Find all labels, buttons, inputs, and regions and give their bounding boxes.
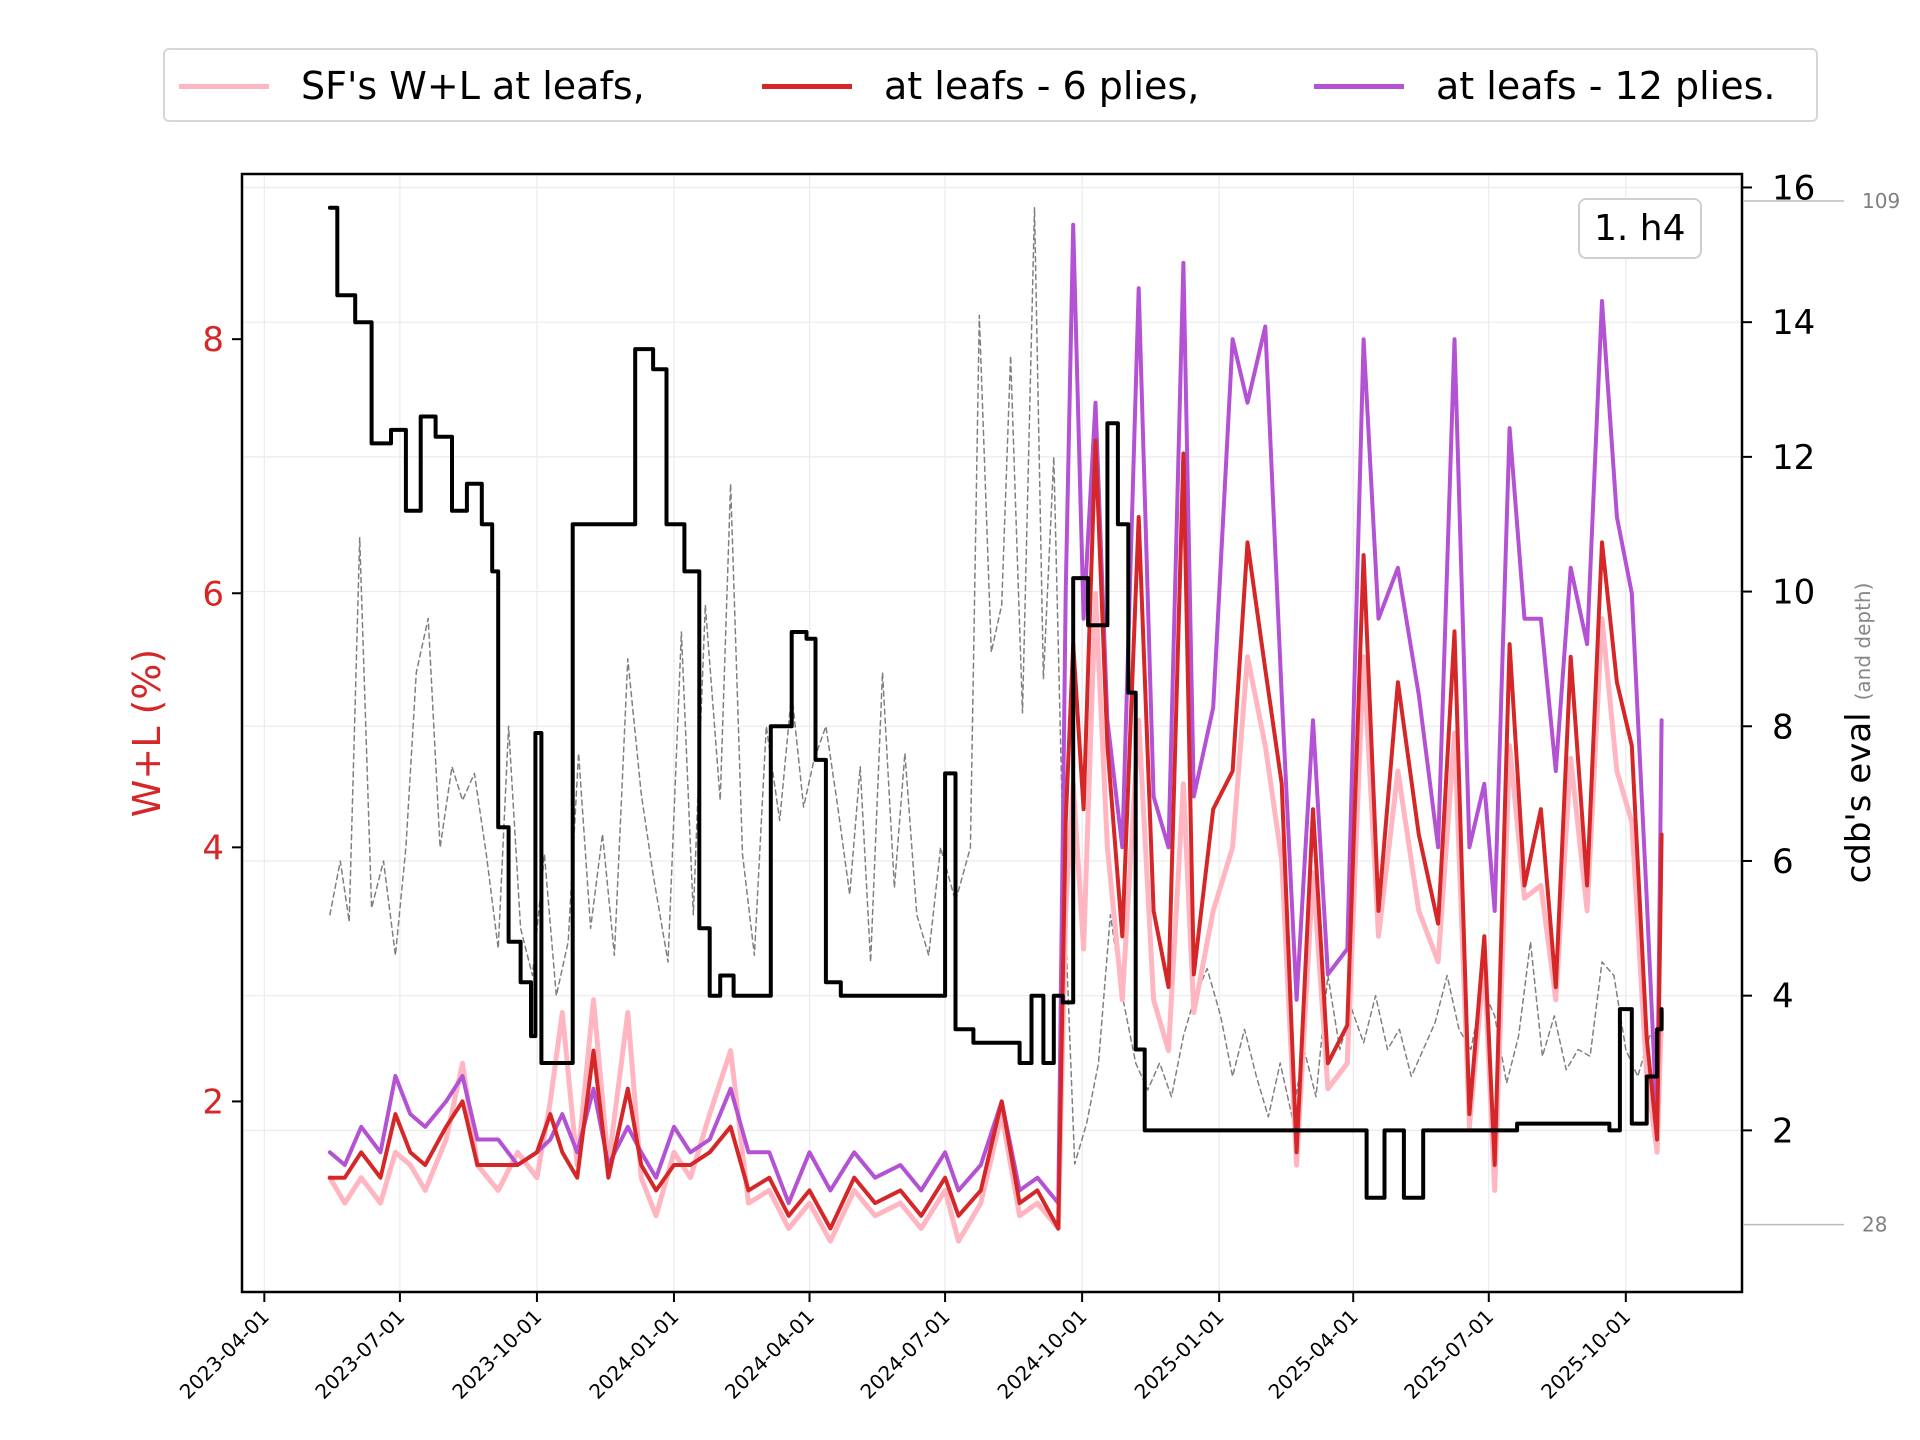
x-tick-label: 2025-04-01 [1264, 1305, 1363, 1404]
legend-swatch-12-plies [1314, 83, 1404, 89]
legend-item-6-plies: at leafs - 6 plies, [762, 64, 1200, 108]
right-y-tick-label: 16 [1772, 168, 1815, 208]
x-tick-label: 2025-10-01 [1536, 1305, 1635, 1404]
x-tick-label: 2024-01-01 [584, 1305, 683, 1404]
plot-frame [240, 172, 1744, 1294]
x-tick-label: 2023-10-01 [447, 1305, 546, 1404]
right-y-axis-label-suffix: (and depth) [1851, 583, 1875, 701]
legend-swatch-sf [179, 83, 269, 89]
series-cdb-eval [327, 205, 1664, 1200]
left-y-tick-label: 8 [202, 320, 224, 360]
right-y-tick-label: 10 [1772, 573, 1815, 613]
series-6-plies [327, 438, 1664, 1231]
left-y-axis-label: W+L (%) [125, 649, 169, 817]
left-y-axis: 2 4 6 8 [202, 320, 242, 1122]
series-12-plies [327, 222, 1664, 1206]
right-y-axis: 2 4 6 8 10 12 14 16 109 28 [1742, 168, 1900, 1237]
legend-swatch-6-plies [762, 83, 852, 89]
legend-label-6-plies: at leafs - 6 plies, [884, 64, 1200, 108]
x-tick-label: 2024-04-01 [720, 1305, 819, 1404]
right-y-tick-label: 6 [1772, 842, 1794, 882]
series-lines [327, 205, 1665, 1244]
legend: SF's W+L at leafs, at leafs - 6 plies, a… [163, 48, 1818, 122]
position-label: 1. h4 [1578, 198, 1702, 259]
x-tick-label: 2023-07-01 [310, 1305, 409, 1404]
x-tick-label: 2025-07-01 [1399, 1305, 1498, 1404]
right-y-tick-label: 14 [1772, 303, 1815, 343]
legend-item-sf: SF's W+L at leafs, [179, 64, 645, 108]
right-y-axis-label-main: cdb's eval [1839, 712, 1879, 883]
x-tick-label: 2023-04-01 [175, 1305, 274, 1404]
left-y-tick-label: 2 [202, 1082, 224, 1122]
right-y-tick-label: 8 [1772, 707, 1794, 747]
x-axis: 2023-04-01 2023-07-01 2023-10-01 2024-01-01… [175, 1292, 1635, 1404]
legend-label-12-plies: at leafs - 12 plies. [1436, 64, 1776, 108]
x-tick-label: 2025-01-01 [1130, 1305, 1229, 1404]
x-tick-label: 2024-10-01 [992, 1305, 1091, 1404]
legend-label-sf: SF's W+L at leafs, [301, 64, 645, 108]
depth-reference-label: 109 [1862, 189, 1900, 213]
x-tick-label: 2024-07-01 [855, 1305, 954, 1404]
right-y-tick-label: 4 [1772, 977, 1794, 1017]
depth-reference-label: 28 [1862, 1213, 1887, 1237]
right-y-tick-label: 2 [1772, 1111, 1794, 1151]
right-y-axis-label: cdb's eval (and depth) [1839, 583, 1879, 884]
left-y-tick-label: 4 [202, 828, 224, 868]
left-y-tick-label: 6 [202, 574, 224, 614]
right-y-tick-label: 12 [1772, 438, 1815, 478]
legend-item-12-plies: at leafs - 12 plies. [1314, 64, 1776, 108]
